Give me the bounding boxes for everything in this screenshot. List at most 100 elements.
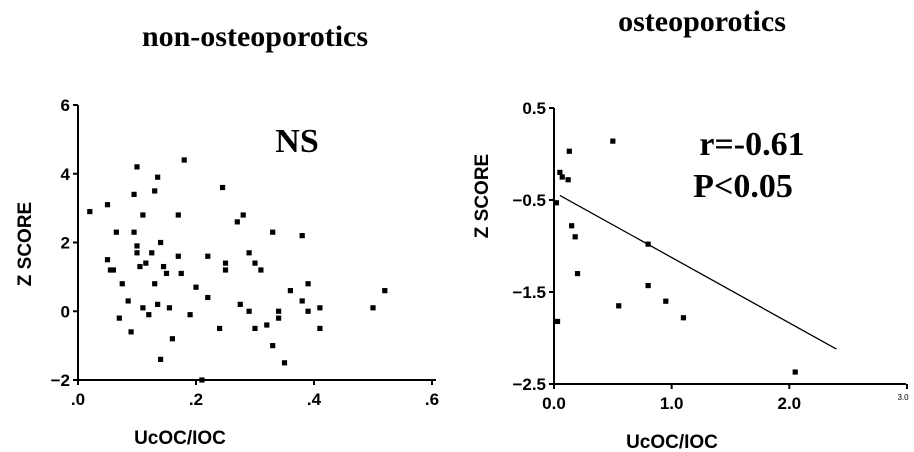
data-point — [110, 267, 116, 273]
data-point — [169, 336, 175, 342]
data-point — [134, 164, 140, 170]
data-point — [264, 322, 270, 328]
annotation-r: r=-0.61 — [699, 126, 804, 163]
x-axis-label: UcOC/IOC — [134, 428, 226, 449]
x-tick-label-small: 3.0 — [897, 393, 909, 402]
data-point — [181, 157, 187, 163]
data-point — [645, 241, 651, 247]
data-point — [792, 369, 798, 375]
data-point — [553, 200, 559, 206]
data-point — [113, 229, 119, 235]
data-point — [317, 325, 323, 332]
data-point — [155, 301, 161, 307]
data-point — [140, 212, 146, 218]
data-point — [569, 223, 575, 229]
data-point — [246, 308, 252, 314]
data-point — [246, 250, 252, 256]
data-point — [128, 329, 134, 335]
chart-osteoporotics: osteoporotics r=-0.61 P<0.05 UcOC/IOC Z … — [472, 5, 909, 452]
data-point — [152, 281, 158, 287]
x-axis-label: UcOC/IOC — [626, 432, 718, 452]
data-point — [557, 169, 563, 175]
y-tick-label: 0 — [61, 302, 70, 321]
data-point — [574, 271, 581, 277]
data-point — [175, 253, 181, 259]
data-point — [87, 208, 93, 215]
regression-line — [559, 194, 837, 350]
data-point — [178, 270, 184, 277]
data-points — [553, 138, 798, 375]
data-point — [166, 305, 173, 311]
y-axis-label: Z SCORE — [15, 202, 36, 286]
data-point — [258, 267, 264, 273]
data-point — [160, 263, 167, 270]
data-point — [107, 267, 114, 273]
data-point — [149, 250, 155, 256]
data-point — [382, 288, 388, 294]
chart-title: osteoporotics — [618, 5, 786, 38]
data-point — [610, 138, 616, 144]
data-point — [270, 343, 276, 349]
axes — [73, 104, 436, 385]
data-point — [305, 281, 311, 287]
regression-line-group — [559, 194, 837, 350]
data-point — [222, 260, 229, 266]
data-point — [252, 325, 258, 332]
data-point — [317, 305, 323, 311]
data-point — [252, 260, 258, 266]
chart-title: non-osteoporotics — [142, 20, 368, 53]
data-point — [134, 250, 140, 256]
data-point — [299, 233, 305, 239]
data-point — [155, 174, 161, 180]
data-point — [565, 177, 571, 183]
data-point — [554, 318, 561, 325]
data-point — [104, 202, 111, 208]
data-point — [276, 308, 282, 314]
data-points — [87, 157, 388, 383]
y-tick-label: −1.5 — [512, 283, 546, 302]
data-point — [175, 212, 181, 218]
data-point — [299, 298, 305, 304]
data-point — [131, 229, 137, 235]
data-point — [305, 308, 311, 314]
data-point — [222, 267, 229, 273]
data-point — [219, 184, 226, 191]
x-tick-label: .0 — [71, 390, 85, 409]
annotation-p: P<0.05 — [693, 168, 793, 205]
data-point — [140, 305, 146, 311]
data-point — [234, 219, 240, 225]
y-tick-label: 2 — [61, 234, 70, 253]
data-point — [217, 325, 223, 332]
data-point — [205, 294, 211, 301]
data-point — [276, 315, 282, 321]
data-point — [616, 303, 622, 309]
data-point — [104, 257, 111, 263]
data-point — [119, 281, 125, 287]
y-tick-label: 6 — [61, 96, 70, 115]
data-point — [187, 312, 193, 318]
y-tick-label: −2.5 — [512, 375, 546, 394]
x-tick-label: 1.0 — [660, 394, 684, 413]
data-point — [131, 191, 137, 197]
x-tick-label: 2.0 — [778, 394, 802, 413]
y-tick-label: 4 — [61, 165, 71, 184]
x-tick-label: .4 — [307, 390, 322, 409]
data-point — [205, 253, 211, 259]
y-tick-label: 0.5 — [522, 99, 546, 118]
y-tick-label: −2 — [51, 371, 70, 390]
tick-labels: −2 0 2 4 6 .0 .2 .4 .6 — [51, 96, 439, 409]
data-point — [158, 239, 164, 246]
x-tick-label: .6 — [425, 390, 439, 409]
data-point — [146, 312, 152, 318]
data-point — [193, 284, 199, 290]
chart-non-osteoporotics: non-osteoporotics NS UcOC/IOC Z SCORE −2… — [15, 20, 439, 449]
data-point — [158, 356, 164, 362]
data-point — [663, 298, 669, 304]
data-point — [572, 234, 578, 240]
data-point — [116, 315, 122, 321]
data-point — [125, 298, 131, 304]
data-point — [370, 305, 376, 311]
y-axis-label: Z SCORE — [472, 154, 493, 238]
data-point — [281, 360, 288, 366]
data-point — [152, 188, 158, 194]
